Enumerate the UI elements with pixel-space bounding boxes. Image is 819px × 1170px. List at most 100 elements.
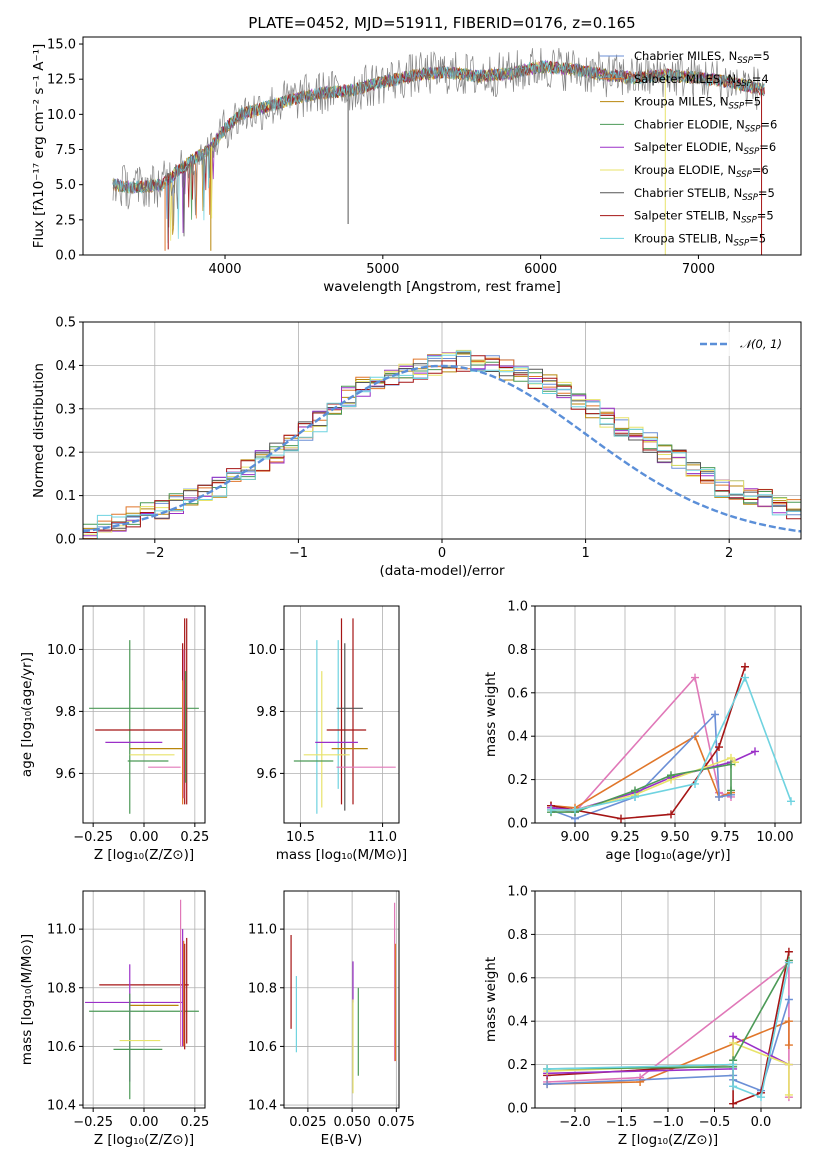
x-tick-label: −0.25	[73, 830, 113, 845]
data-point-marker	[727, 786, 735, 795]
mass-weight-line	[551, 756, 736, 811]
x-tick-label: −1.0	[652, 1115, 684, 1130]
y-axis-label: mass weight	[483, 957, 499, 1042]
y-tick-label: 10.4	[248, 1099, 277, 1114]
data-point-marker	[667, 810, 675, 819]
data-point-marker	[667, 771, 675, 780]
legend-label: Salpeter ELODIE, NSSP=6	[634, 140, 776, 157]
data-point-marker	[547, 805, 555, 814]
x-tick-label: 5000	[366, 262, 399, 277]
legend-value: =6	[752, 163, 769, 177]
axes-frame	[283, 890, 400, 1109]
legend-text: Salpeter ELODIE, N	[634, 140, 744, 154]
y-tick-label: 9.6	[55, 767, 76, 782]
axes-frame	[82, 321, 802, 540]
legend-label: Salpeter STELIB, NSSP=5	[634, 209, 774, 226]
x-axis-label: mass [log₁₀(M/M⊙)]	[276, 847, 407, 863]
y-tick-label: 0.0	[507, 817, 528, 832]
mass-weight-line	[550, 735, 732, 809]
x-tick-label: 0	[438, 546, 446, 561]
x-axis-label: E(B-V)	[321, 1132, 363, 1148]
legend-text: Kroupa MILES, N	[634, 95, 729, 109]
x-tick-label: 6000	[524, 262, 557, 277]
y-tick-label: 10.8	[248, 981, 277, 996]
legend-subscript: SSP	[736, 79, 752, 89]
y-tick-label: 0.4	[55, 359, 76, 374]
legend-text: Chabrier MILES, N	[634, 49, 737, 63]
x-tick-label: 10.5	[286, 830, 315, 845]
y-tick-label: 9.6	[256, 767, 277, 782]
x-tick-label: 0.25	[180, 830, 209, 845]
data-point-marker	[543, 1064, 552, 1073]
x-tick-label: 10.00	[756, 830, 793, 845]
x-tick-label: 0.00	[130, 1115, 159, 1130]
data-point-marker	[617, 814, 625, 823]
axes-frame	[82, 890, 206, 1109]
y-tick-label: 12.5	[47, 73, 76, 88]
x-tick-label: 0.075	[378, 1115, 415, 1130]
x-tick-label: 4000	[208, 262, 241, 277]
residuals-panel: −2 −1 0 1 2 0.0 0.1 0.2 0.3 0.4 0.5 (data-model)/er…	[31, 316, 802, 579]
data-point-marker	[757, 1093, 766, 1102]
x-axis-label: wavelength [Angstrom, rest frame]	[323, 279, 561, 295]
y-axis-label: age [log₁₀(age/yr)]	[19, 652, 35, 777]
legend-subscript: SSP	[734, 238, 750, 248]
figure-title: PLATE=0452, MJD=51911, FIBERID=0176, z=0…	[248, 14, 635, 32]
data-point-marker	[729, 1082, 738, 1091]
legend-subscript: SSP	[745, 124, 761, 134]
data-point-marker	[715, 792, 723, 801]
y-axis-label: mass [log₁₀(M/M⊙)]	[19, 934, 35, 1065]
data-point-marker	[741, 662, 749, 671]
data-point-marker	[729, 1060, 738, 1069]
legend-subscript: SSP	[736, 170, 752, 180]
residual-histogram	[83, 350, 801, 539]
y-tick-label: 10.6	[248, 1040, 277, 1055]
legend-subscript: SSP	[744, 147, 760, 157]
x-tick-label: −0.5	[699, 1115, 731, 1130]
data-point-marker	[741, 673, 749, 682]
legend-value: =4	[752, 72, 769, 86]
y-tick-label: 10.8	[47, 981, 76, 996]
legend-text: Chabrier STELIB, N	[634, 186, 742, 200]
data-point-marker	[784, 995, 793, 1004]
mass-weight-vs-metallicity-panel: −2.0 −1.5 −1.0 −0.5 0.0 0.0 0.2 0.4 0.6 0.8 1.0 Z […	[483, 885, 802, 1148]
data-point-marker	[784, 1060, 793, 1069]
legend-value: =5	[753, 49, 770, 63]
legend-text: Chabrier ELODIE, N	[634, 117, 745, 131]
y-tick-label: 10.0	[47, 108, 76, 123]
x-axis-label: Z [log₁₀(Z/Z⊙)]	[94, 1132, 194, 1148]
x-axis-label: age [log₁₀(age/yr)]	[605, 847, 730, 863]
x-tick-label: 0.050	[334, 1115, 371, 1130]
data-point-marker	[711, 710, 719, 719]
spectrum-panel: 4000 5000 6000 7000 0.0 2.5 5.0 7.5 10.0 12.5 15.0…	[31, 36, 802, 295]
age-vs-metallicity-panel: −0.25 0.00 0.25 9.6 9.8 10.0 Z [log₁₀(Z/Z⊙)] ag…	[19, 605, 209, 863]
y-tick-label: 0.4	[507, 1015, 528, 1030]
mass-weight-line	[551, 763, 732, 813]
data-point-marker	[631, 792, 639, 801]
data-point-marker	[727, 760, 735, 769]
data-point-marker	[784, 1090, 793, 1099]
y-tick-label: 10.0	[47, 643, 76, 658]
y-tick-label: 2.5	[55, 213, 76, 228]
legend-label: 𝒩(0, 1)	[740, 337, 782, 351]
legend-subscript: SSP	[737, 56, 753, 66]
axes-frame	[534, 605, 802, 824]
spectrum-line	[112, 47, 765, 228]
y-tick-label: 0.6	[507, 686, 528, 701]
data-point-marker	[787, 797, 795, 806]
mass-vs-metallicity-panel: −0.25 0.00 0.25 10.4 10.6 10.8 11.0 Z [log₁₀(Z/…	[19, 890, 209, 1148]
mass-weight-line	[551, 675, 792, 811]
y-axis-label: Flux [fλ10⁻¹⁷ erg cm⁻² s⁻¹ A⁻¹]	[31, 44, 47, 249]
mass-weight-line	[547, 1020, 790, 1085]
x-tick-label: 9.25	[611, 830, 640, 845]
x-tick-label: 9.00	[561, 830, 590, 845]
data-point-marker	[571, 805, 579, 814]
y-tick-label: 0.0	[507, 1102, 528, 1117]
data-point-marker	[691, 673, 699, 682]
y-axis-label: Normed distribution	[31, 363, 47, 498]
x-tick-label: 9.50	[661, 830, 690, 845]
x-tick-label: −2	[145, 546, 164, 561]
y-tick-label: 0.8	[507, 643, 528, 658]
legend-label: Chabrier STELIB, NSSP=5	[634, 186, 775, 203]
